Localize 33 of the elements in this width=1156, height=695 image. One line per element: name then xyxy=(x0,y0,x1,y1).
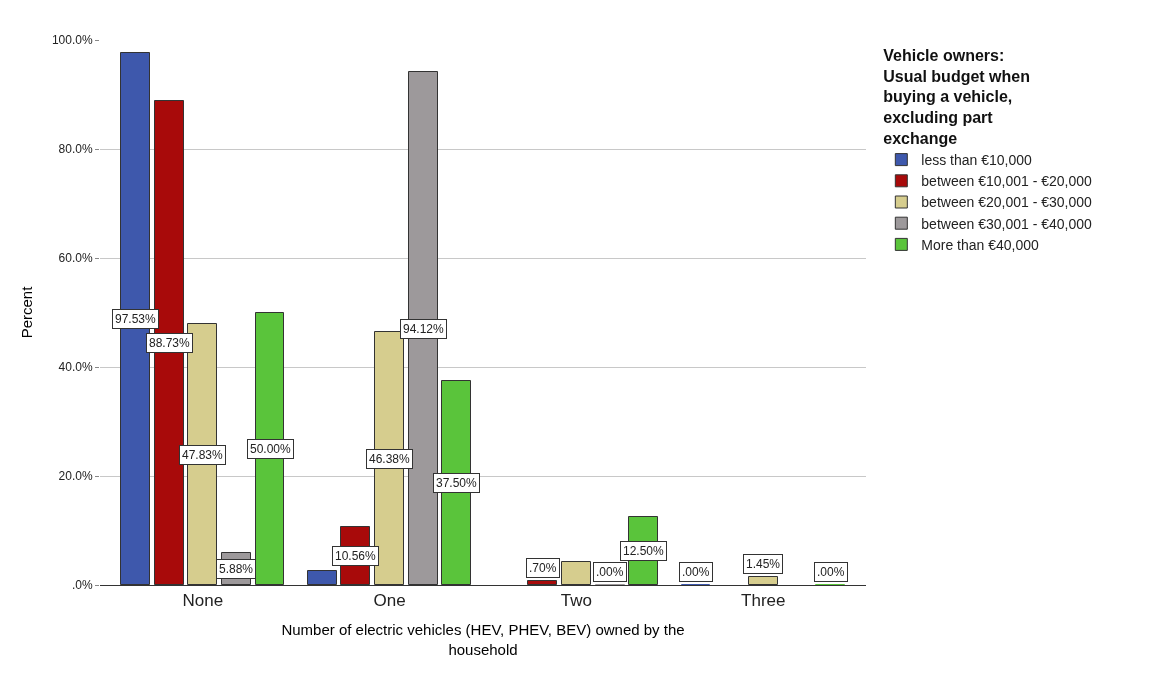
data-label: 5.88% xyxy=(219,562,254,576)
data-label: 47.83% xyxy=(182,448,224,462)
data-label: 46.38% xyxy=(369,452,411,466)
data-label: 37.50% xyxy=(436,476,478,490)
x-tick-label: One xyxy=(373,591,406,611)
legend-title: Vehicle owners: Usual budget when buying a vehicle, excluding part exchange xyxy=(883,46,1030,147)
y-tick-label: 80.0% xyxy=(58,142,93,157)
data-label: 88.73% xyxy=(149,336,191,350)
data-label: 50.00% xyxy=(250,442,292,456)
legend-label: less than €10,000 xyxy=(921,152,1033,169)
legend-label: between €30,001 - €40,000 xyxy=(921,215,1093,232)
data-label: 94.12% xyxy=(403,322,445,336)
y-tick-label: 100.0% xyxy=(51,33,93,48)
data-label: .00% xyxy=(596,565,624,579)
x-tick-label: None xyxy=(182,591,224,611)
x-axis-title: Number of electric vehicles (HEV, PHEV, BEV) owned by the household xyxy=(281,621,685,658)
data-label: 10.56% xyxy=(335,549,377,563)
data-label: 12.50% xyxy=(623,544,665,558)
data-label: 1.45% xyxy=(746,557,781,571)
data-label: .00% xyxy=(817,565,845,579)
data-label: 97.53% xyxy=(115,312,157,326)
legend-label: between €10,001 - €20,000 xyxy=(921,173,1093,190)
legend-label: More than €40,000 xyxy=(921,236,1040,253)
legend-label: between €20,001 - €30,000 xyxy=(921,194,1093,211)
data-label: .00% xyxy=(682,565,710,579)
y-axis-title: Percent xyxy=(18,285,36,339)
y-tick-label: 60.0% xyxy=(58,251,93,266)
y-tick-label: 40.0% xyxy=(58,360,93,375)
y-tick-label: 20.0% xyxy=(58,469,93,484)
x-tick-label: Three xyxy=(741,591,786,611)
data-label: .70% xyxy=(529,561,557,575)
x-tick-label: Two xyxy=(560,591,592,611)
y-tick-label: .0% xyxy=(71,578,93,593)
